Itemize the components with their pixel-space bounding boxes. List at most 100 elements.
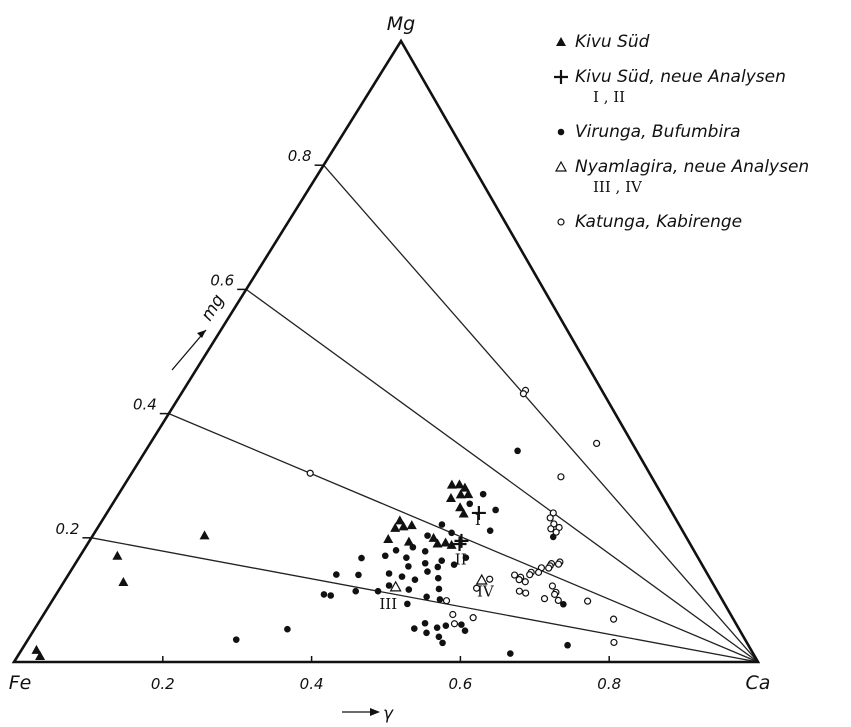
point-2-5 (486, 527, 494, 534)
point-4-3 (557, 473, 565, 481)
point-2-49 (284, 625, 291, 633)
point-0-7 (458, 508, 469, 518)
point-4-17 (534, 568, 543, 576)
triangle-frame (11, 38, 761, 664)
triangle-outline (11, 38, 761, 664)
point-0-13 (432, 538, 443, 548)
legend-text-0-0: Kivu Süd (575, 32, 650, 52)
point-2-45 (435, 633, 443, 641)
point-4-33 (584, 597, 592, 605)
axis-ticks: 0.2 0.4 0.6 0.8 0.2 0.4 0.6 0.8 (56, 147, 622, 693)
legend-text-2-0: Virunga, Bufumbira (575, 122, 741, 142)
series-3: IV III (379, 573, 495, 613)
mg-axis-arrowhead (197, 330, 206, 338)
point-0-6 (455, 502, 466, 512)
point-0-5 (445, 493, 456, 503)
point-2-47 (560, 600, 567, 608)
legend-marker-2 (557, 128, 565, 136)
point-2-14 (392, 547, 400, 554)
point-2-33 (352, 587, 360, 595)
point-2-13 (450, 561, 458, 568)
point-2-28 (385, 582, 393, 589)
gamma-tick-label-3: 0.8 (597, 675, 621, 693)
point-4-12 (554, 560, 563, 568)
legend-text-3-0: Nyamlagira, neue Analysen (575, 157, 809, 177)
point-4-38 (469, 614, 477, 622)
gamma-tick-label-0: 0.2 (151, 675, 175, 693)
point-0-8 (394, 515, 405, 525)
point-0-22 (35, 650, 46, 660)
point-2-43 (410, 625, 418, 632)
point-4-4 (306, 469, 314, 477)
point-2-34 (374, 587, 382, 595)
mg-tick-label-0: 0.2 (56, 520, 80, 538)
point-4-0 (593, 439, 601, 448)
series-0 (31, 479, 474, 660)
point-2-7 (448, 529, 455, 537)
legend-marker-3 (554, 160, 568, 172)
series-1: III (452, 505, 486, 568)
point-4-25 (540, 595, 549, 603)
iso-mg-lines (91, 164, 759, 663)
gamma-tick-label-2: 0.6 (448, 675, 472, 693)
point-4-10 (552, 528, 560, 536)
point-2-4 (466, 500, 474, 508)
point-2-18 (381, 552, 389, 560)
iso-mg-line-0 (91, 537, 759, 663)
legend-text-1-0: Kivu Süd, neue Analysen (575, 67, 786, 87)
point-2-21 (434, 574, 442, 582)
vertex-label-mg: Mg (387, 13, 415, 35)
point-4-35 (610, 638, 618, 647)
series-4 (306, 386, 618, 647)
point-2-23 (385, 570, 393, 577)
point-2-12 (438, 557, 446, 564)
point-2-24 (398, 573, 406, 580)
point-3-0 (475, 573, 488, 585)
point-4-39 (450, 620, 459, 628)
mg-tick-label-2: 0.6 (210, 271, 234, 289)
point-2-16 (421, 559, 429, 567)
point-2-11 (421, 548, 429, 555)
legend-text-3-1: III , IV (593, 178, 643, 196)
point-2-51 (507, 650, 514, 657)
point-0-4 (463, 489, 474, 499)
point-1-0 (471, 505, 486, 520)
point-2-46 (439, 639, 446, 647)
point-0-3 (455, 489, 466, 499)
mg-tick-label-1: 0.4 (133, 396, 157, 414)
point-4-27 (515, 587, 523, 595)
annotation-1-1: II (455, 550, 467, 568)
point-3-1 (389, 580, 402, 592)
point-0-9 (398, 521, 409, 531)
vertex-label-fe: Fe (9, 672, 32, 694)
point-0-18 (118, 577, 129, 587)
gamma-axis-label: γ (383, 704, 394, 724)
mg-axis-label: mg (197, 291, 229, 325)
point-2-0 (514, 447, 521, 455)
point-2-31 (436, 596, 444, 603)
point-2-32 (333, 571, 340, 578)
point-1-1 (454, 533, 469, 548)
annotation-3-1: III (379, 595, 397, 613)
point-4-15 (545, 564, 553, 572)
gamma-tick-label-1: 0.4 (300, 675, 324, 693)
point-0-21 (31, 644, 42, 654)
point-2-38 (421, 619, 429, 627)
point-2-44 (423, 629, 430, 637)
point-2-15 (403, 554, 410, 561)
point-2-41 (458, 621, 465, 628)
point-2-30 (423, 593, 430, 601)
vertex-and-axis-labels: Mg Fe Ca mg γ (9, 13, 771, 724)
point-0-2 (446, 479, 457, 489)
point-0-17 (403, 536, 414, 546)
vertex-label-ca: Ca (746, 672, 771, 694)
iso-mg-line-2 (245, 288, 759, 663)
mg-axis-arrow (171, 329, 207, 371)
point-4-23 (548, 582, 557, 590)
legend-marker-4 (557, 218, 565, 226)
gamma-axis-arrowhead (370, 708, 380, 716)
point-4-32 (551, 590, 559, 598)
point-0-0 (454, 479, 465, 489)
annotation-3-0: IV (477, 583, 495, 601)
data-points: III IV III (31, 386, 618, 660)
